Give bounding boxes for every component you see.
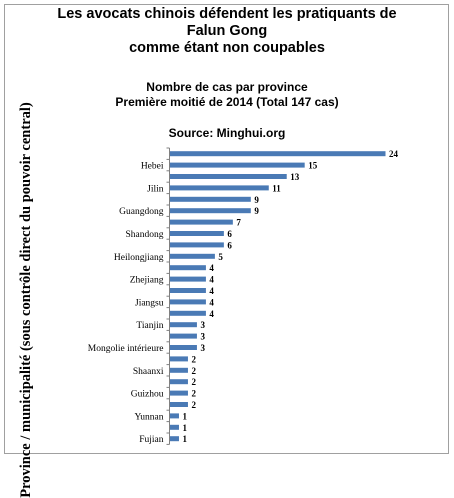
data-label: 13 — [290, 172, 300, 182]
category-label: Fujian — [139, 435, 164, 445]
subtitle-line-1: Nombre de cas par province — [146, 80, 308, 94]
category-label: Zhejiang — [130, 276, 164, 286]
bar — [170, 151, 386, 157]
category-label: Guangdong — [119, 207, 164, 217]
bar — [170, 185, 269, 191]
category-label: Shandong — [126, 230, 164, 240]
data-label: 9 — [254, 206, 259, 216]
bar — [170, 367, 188, 373]
category-label: Guizhou — [131, 390, 164, 400]
bar — [170, 356, 188, 362]
data-label: 4 — [209, 297, 214, 307]
bar — [170, 288, 206, 293]
data-label: 1 — [182, 423, 187, 433]
bar — [170, 424, 179, 430]
title-line-3: comme étant non coupables — [129, 40, 325, 56]
chart-frame — [4, 4, 449, 454]
category-label: Tianjin — [136, 321, 163, 331]
bar-chart: 2415Hebei1311Jilin99Guangdong76Shandong6… — [88, 147, 399, 445]
bar — [170, 413, 179, 419]
category-label: Jiangsu — [135, 298, 164, 308]
bar — [170, 402, 188, 407]
data-label: 1 — [182, 411, 187, 421]
bar — [170, 265, 206, 271]
bar — [170, 196, 251, 202]
data-label: 6 — [227, 229, 232, 239]
title-line-2: Falun Gong — [186, 23, 268, 39]
data-label: 7 — [236, 218, 241, 228]
data-label: 3 — [200, 320, 205, 330]
data-label: 4 — [209, 286, 214, 296]
data-label: 2 — [191, 377, 196, 387]
data-label: 2 — [191, 400, 196, 410]
category-label: Shaanxi — [133, 367, 164, 377]
data-label: 15 — [308, 161, 318, 171]
bar — [170, 345, 197, 350]
chart-source: Source: Minghui.org — [168, 126, 286, 140]
data-label: 6 — [227, 240, 232, 250]
bar — [170, 310, 206, 316]
category-label: Mongolie intérieure — [88, 344, 164, 354]
subtitle-line-2: Première moitié de 2014 (Total 147 cas) — [115, 95, 339, 109]
chart-title: Les avocats chinois défendent les pratiq… — [0, 6, 454, 57]
category-label: Yunnan — [134, 412, 163, 422]
data-label: 3 — [200, 343, 205, 353]
data-label: 4 — [209, 309, 214, 319]
category-label: Jilin — [147, 184, 164, 194]
bar — [170, 390, 188, 396]
data-label: 5 — [218, 252, 223, 262]
bar — [170, 242, 224, 248]
bar — [170, 208, 251, 214]
category-label: Hebei — [141, 162, 164, 172]
data-label: 24 — [389, 149, 399, 159]
data-label: 4 — [209, 263, 214, 273]
bar — [170, 379, 188, 385]
bar — [170, 174, 287, 179]
data-label: 4 — [209, 275, 214, 285]
bar — [170, 231, 224, 236]
data-label: 9 — [254, 195, 259, 205]
bar — [170, 333, 197, 339]
bar — [170, 219, 233, 225]
data-label: 11 — [272, 183, 281, 193]
data-label: 2 — [191, 366, 196, 376]
data-label: 2 — [191, 389, 196, 399]
bar — [170, 299, 206, 305]
chart-subtitle: Nombre de cas par province Première moit… — [0, 80, 454, 110]
bar — [170, 253, 215, 259]
data-label: 2 — [191, 354, 196, 364]
title-line-1: Les avocats chinois défendent les pratiq… — [57, 6, 397, 22]
bar — [170, 322, 197, 328]
bar — [170, 162, 305, 168]
bar — [170, 276, 206, 282]
category-label: Heilongjiang — [114, 253, 164, 263]
data-label: 1 — [182, 434, 187, 444]
bar — [170, 436, 179, 442]
data-label: 3 — [200, 332, 205, 342]
